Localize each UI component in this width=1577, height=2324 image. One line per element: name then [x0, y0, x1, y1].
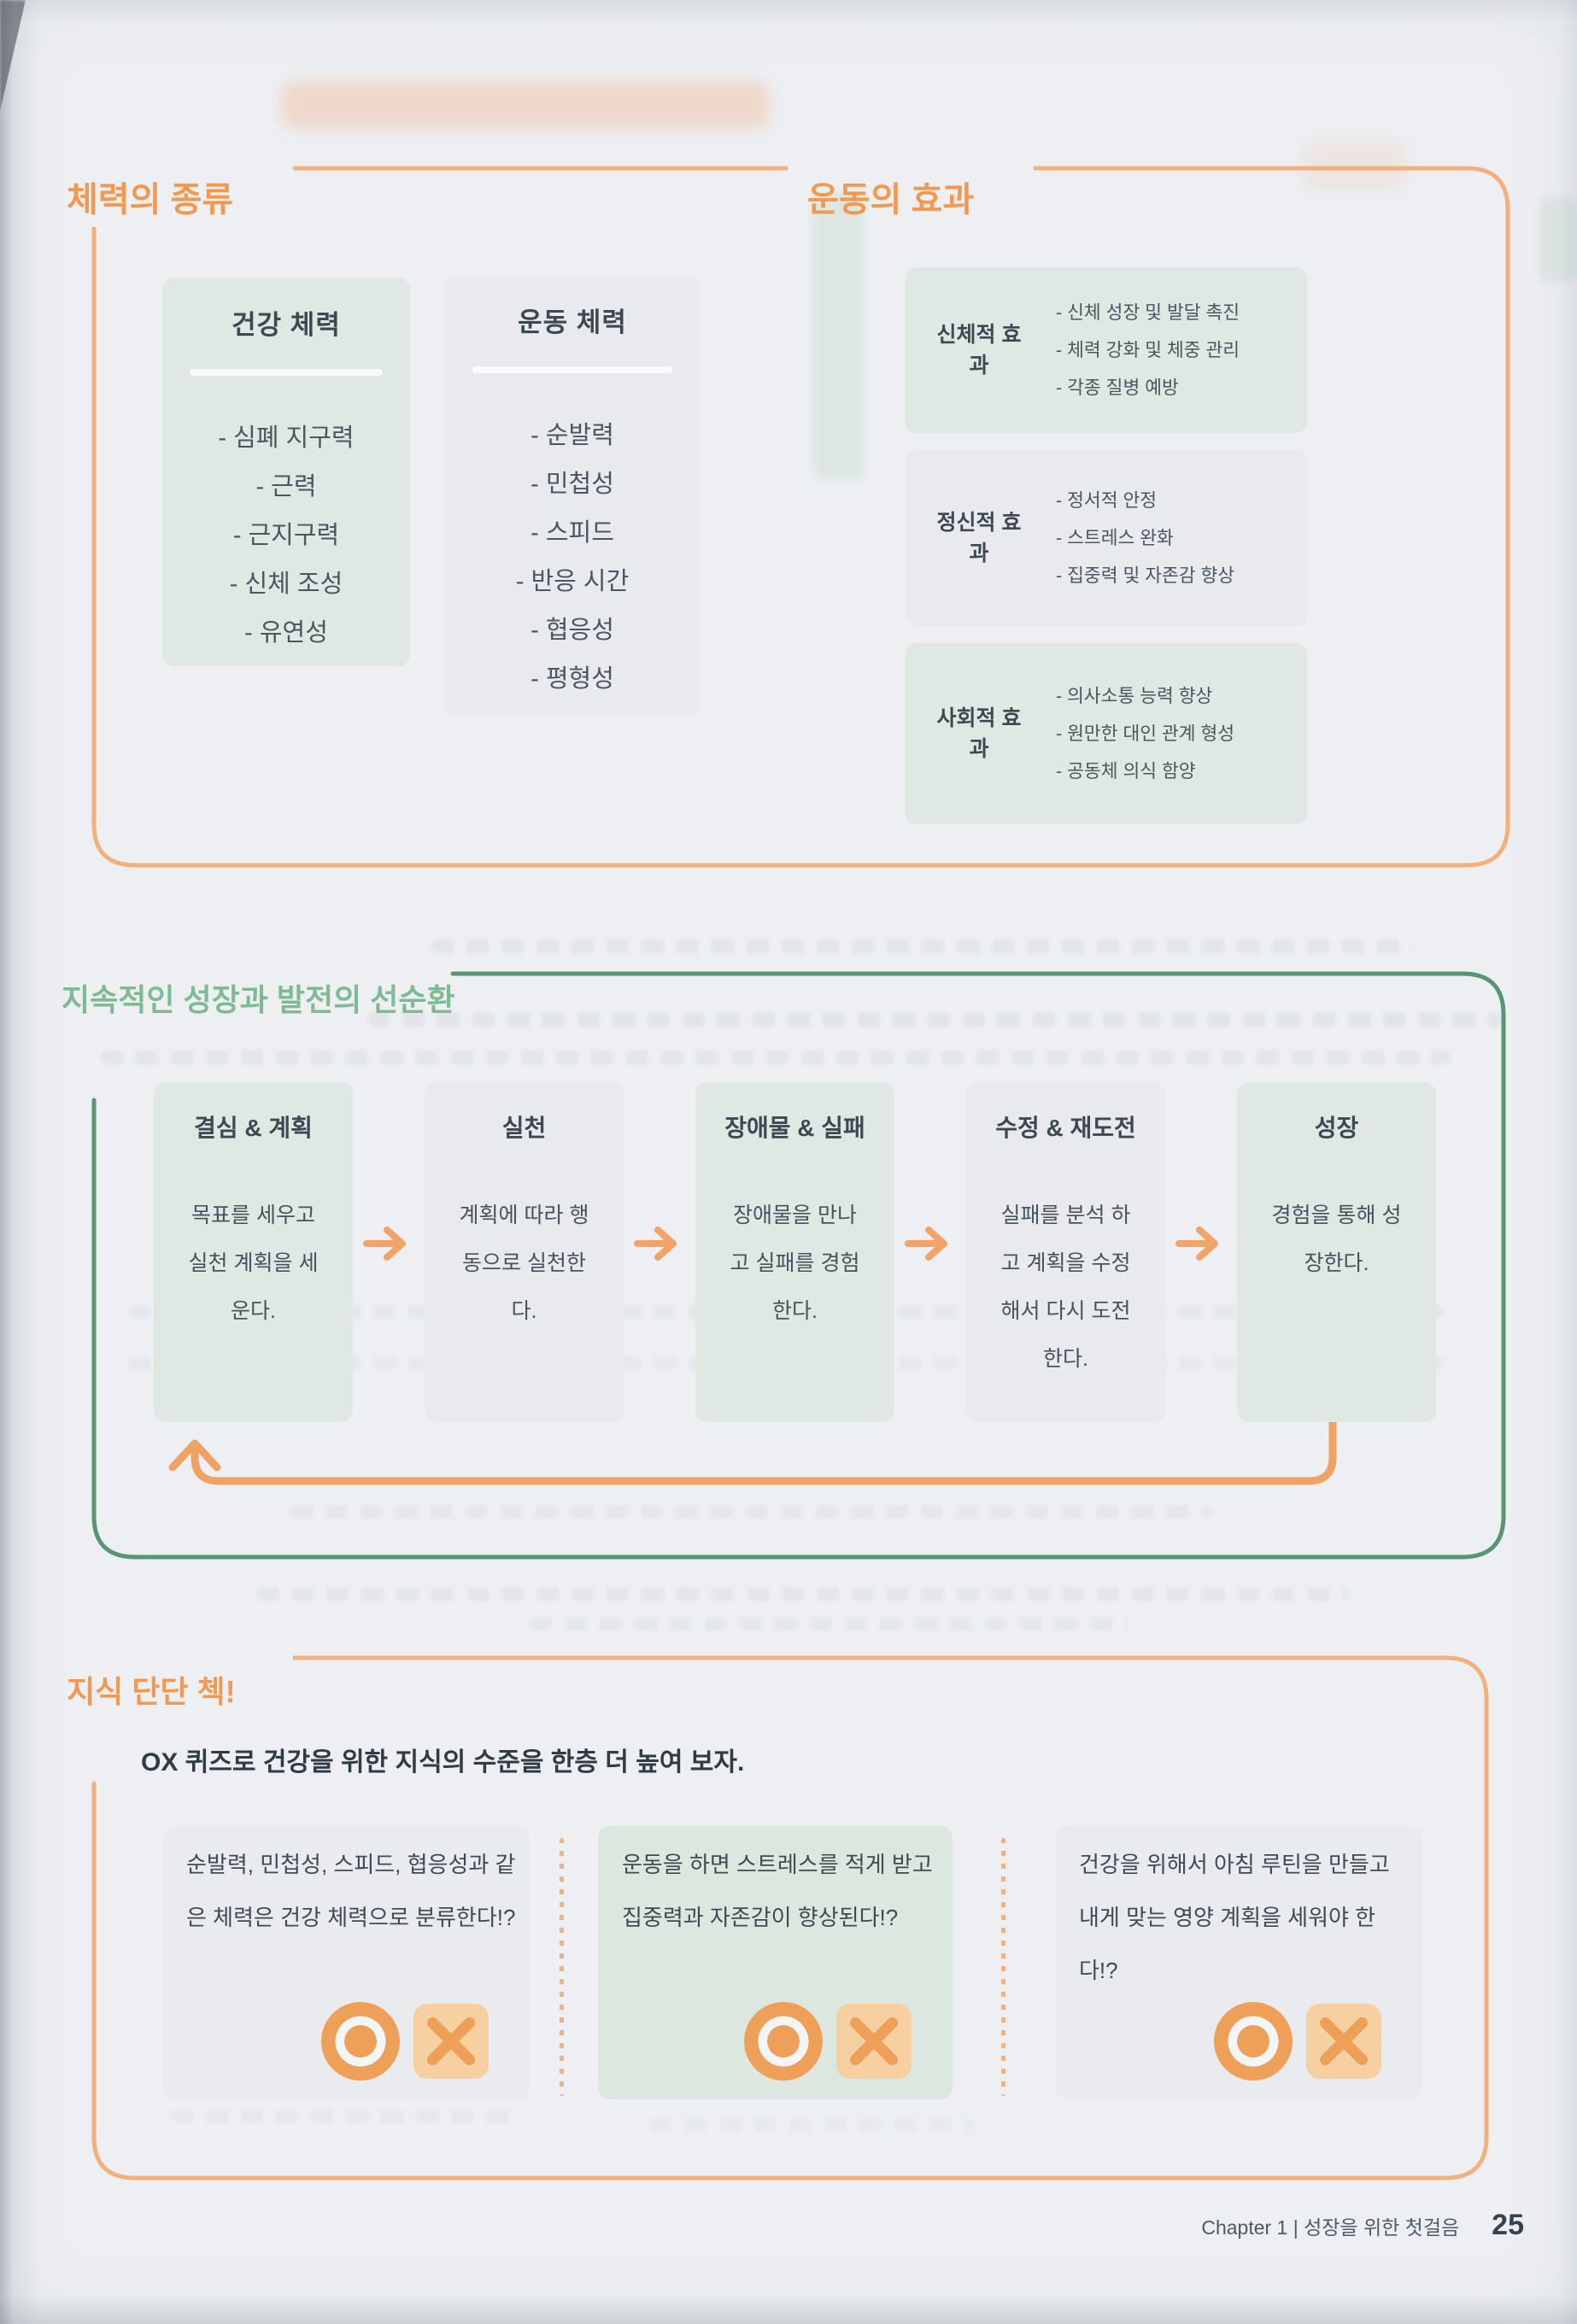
- section-title-growth-cycle: 지속적인 성장과 발전의 선순환: [62, 981, 455, 1017]
- o-choice-icon[interactable]: [321, 2002, 400, 2081]
- step-card-action: 실천 계획에 따라 행동으로 실천한다.: [425, 1082, 624, 1422]
- effect-box-physical: 신체적 효과 신체 성장 및 발달 촉진 체력 강화 및 체중 관리 각종 질병…: [906, 267, 1307, 433]
- step-desc: 계획에 따라 행동으로 실천한다.: [459, 1203, 589, 1323]
- list-item: 민첩성: [444, 460, 701, 509]
- list-item: 집중력 및 자존감 향상: [1056, 557, 1234, 594]
- quiz-question: 건강을 위해서 아침 루틴을 만들고 내게 맞는 영양 계획을 세워야 한다!?: [1079, 1852, 1390, 1983]
- quiz-card-2: 운동을 하면 스트레스를 적게 받고 집중력과 자존감이 향상된다!?: [598, 1826, 953, 2099]
- list-item: 근지구력: [162, 512, 410, 560]
- arrow-right-icon: [1175, 1223, 1227, 1264]
- arrow-right-icon: [634, 1223, 685, 1264]
- list-item: 협응성: [444, 606, 701, 655]
- dotted-separator: [560, 1838, 564, 2096]
- card-items: 순발력 민첩성 스피드 반응 시간 협응성 평형성: [444, 412, 701, 704]
- step-title: 성장: [1314, 1115, 1359, 1141]
- quiz-question: 순발력, 민첩성, 스피드, 협응성과 같은 체력은 건강 체력으로 분류한다!…: [186, 1852, 516, 1930]
- effect-label: 사회적 효과: [936, 706, 1022, 761]
- x-choice-icon[interactable]: [1306, 2004, 1381, 2079]
- card-items: 심폐 지구력 근력 근지구력 신체 조성 유연성: [162, 414, 410, 658]
- card-title: 운동 체력: [518, 307, 627, 337]
- x-choice-icon[interactable]: [413, 2004, 489, 2079]
- list-item: 신체 조성: [162, 560, 410, 609]
- list-item: 스피드: [444, 509, 701, 558]
- list-item: 각종 질병 예방: [1056, 369, 1240, 407]
- effect-items: 의사소통 능력 향상 원만한 대인 관계 형성 공동체 의식 함양: [1056, 677, 1234, 790]
- step-desc: 실패를 분석 하고 계획을 수정해서 다시 도전한다.: [1000, 1203, 1131, 1371]
- list-item: 반응 시간: [444, 558, 701, 606]
- growth-cycle-frame: [91, 971, 1506, 1560]
- step-title: 장애물 & 실패: [724, 1115, 865, 1141]
- quiz-intro: OX 퀴즈로 건강을 위한 지식의 수준을 한층 더 높여 보자.: [141, 1748, 745, 1777]
- step-title: 실천: [501, 1115, 547, 1141]
- o-choice-icon[interactable]: [1214, 2002, 1293, 2081]
- card-motor-fitness: 운동 체력 순발력 민첩성 스피드 반응 시간 협응성 평형성: [444, 275, 701, 715]
- list-item: 체력 강화 및 체중 관리: [1056, 331, 1240, 369]
- effect-box-mental: 정신적 효과 정서적 안정 스트레스 완화 집중력 및 자존감 향상: [906, 450, 1307, 626]
- list-item: 원만한 대인 관계 형성: [1056, 715, 1234, 752]
- step-card-retry: 수정 & 재도전 실패를 분석 하고 계획을 수정해서 다시 도전한다.: [966, 1082, 1165, 1422]
- page-number: 25: [1492, 2209, 1524, 2241]
- chapter-label: Chapter 1 | 성장을 위한 첫걸음: [1201, 2216, 1460, 2239]
- step-desc: 장애물을 만나고 실패를 경험한다.: [730, 1203, 860, 1323]
- step-card-obstacle: 장애물 & 실패 장애물을 만나고 실패를 경험한다.: [695, 1082, 894, 1422]
- step-title: 수정 & 재도전: [995, 1115, 1136, 1141]
- quiz-card-3: 건강을 위해서 아침 루틴을 만들고 내게 맞는 영양 계획을 세워야 한다!?: [1055, 1826, 1422, 2099]
- arrow-right-icon: [905, 1223, 956, 1264]
- list-item: 신체 성장 및 발달 촉진: [1056, 294, 1240, 331]
- step-desc: 목표를 세우고 실천 계획을 세운다.: [188, 1203, 319, 1323]
- section-title-knowledge-check: 지식 단단 첵!: [67, 1673, 236, 1709]
- list-item: 정서적 안정: [1056, 482, 1234, 519]
- card-health-fitness: 건강 체력 심폐 지구력 근력 근지구력 신체 조성 유연성: [162, 278, 410, 666]
- divider: [472, 366, 672, 373]
- divider: [189, 369, 384, 376]
- quiz-question: 운동을 하면 스트레스를 적게 받고 집중력과 자존감이 향상된다!?: [622, 1852, 933, 1930]
- list-item: 스트레스 완화: [1056, 519, 1234, 557]
- x-choice-icon[interactable]: [836, 2004, 912, 2079]
- effect-items: 정서적 안정 스트레스 완화 집중력 및 자존감 향상: [1056, 482, 1234, 594]
- section-title-fitness-types: 체력의 종류: [67, 181, 234, 220]
- list-item: 유연성: [162, 609, 410, 658]
- dotted-separator: [1001, 1838, 1005, 2096]
- ox-choices: [1214, 2002, 1381, 2081]
- list-item: 근력: [162, 463, 410, 512]
- arrow-right-icon: [363, 1223, 414, 1264]
- list-item: 평형성: [444, 655, 701, 704]
- step-title: 결심 & 계획: [194, 1115, 313, 1141]
- page-footer: Chapter 1 | 성장을 위한 첫걸음 25: [1201, 2209, 1524, 2242]
- card-title: 건강 체력: [232, 310, 341, 340]
- list-item: 순발력: [444, 412, 701, 460]
- step-desc: 경험을 통해 성장한다.: [1271, 1203, 1402, 1275]
- list-item: 공동체 의식 함양: [1056, 752, 1234, 790]
- ox-choices: [321, 2002, 489, 2081]
- loop-back-arrow-icon: [168, 1418, 1337, 1485]
- effect-label: 신체적 효과: [936, 323, 1022, 378]
- step-card-growth: 성장 경험을 통해 성장한다.: [1237, 1082, 1436, 1422]
- section-title-exercise-effects: 운동의 효과: [807, 181, 975, 220]
- step-card-plan: 결심 & 계획 목표를 세우고 실천 계획을 세운다.: [154, 1082, 353, 1422]
- knowledge-check-frame: [91, 1655, 1489, 2181]
- ox-choices: [744, 2002, 912, 2081]
- effect-label: 정신적 효과: [936, 511, 1022, 565]
- effect-items: 신체 성장 및 발달 촉진 체력 강화 및 체중 관리 각종 질병 예방: [1056, 294, 1240, 407]
- o-choice-icon[interactable]: [744, 2002, 823, 2081]
- list-item: 의사소통 능력 향상: [1056, 677, 1234, 715]
- fitness-effects-frame: [91, 166, 1510, 868]
- list-item: 심폐 지구력: [162, 414, 410, 463]
- effect-box-social: 사회적 효과 의사소통 능력 향상 원만한 대인 관계 형성 공동체 의식 함양: [906, 643, 1307, 824]
- quiz-card-1: 순발력, 민첩성, 스피드, 협응성과 같은 체력은 건강 체력으로 분류한다!…: [162, 1826, 530, 2099]
